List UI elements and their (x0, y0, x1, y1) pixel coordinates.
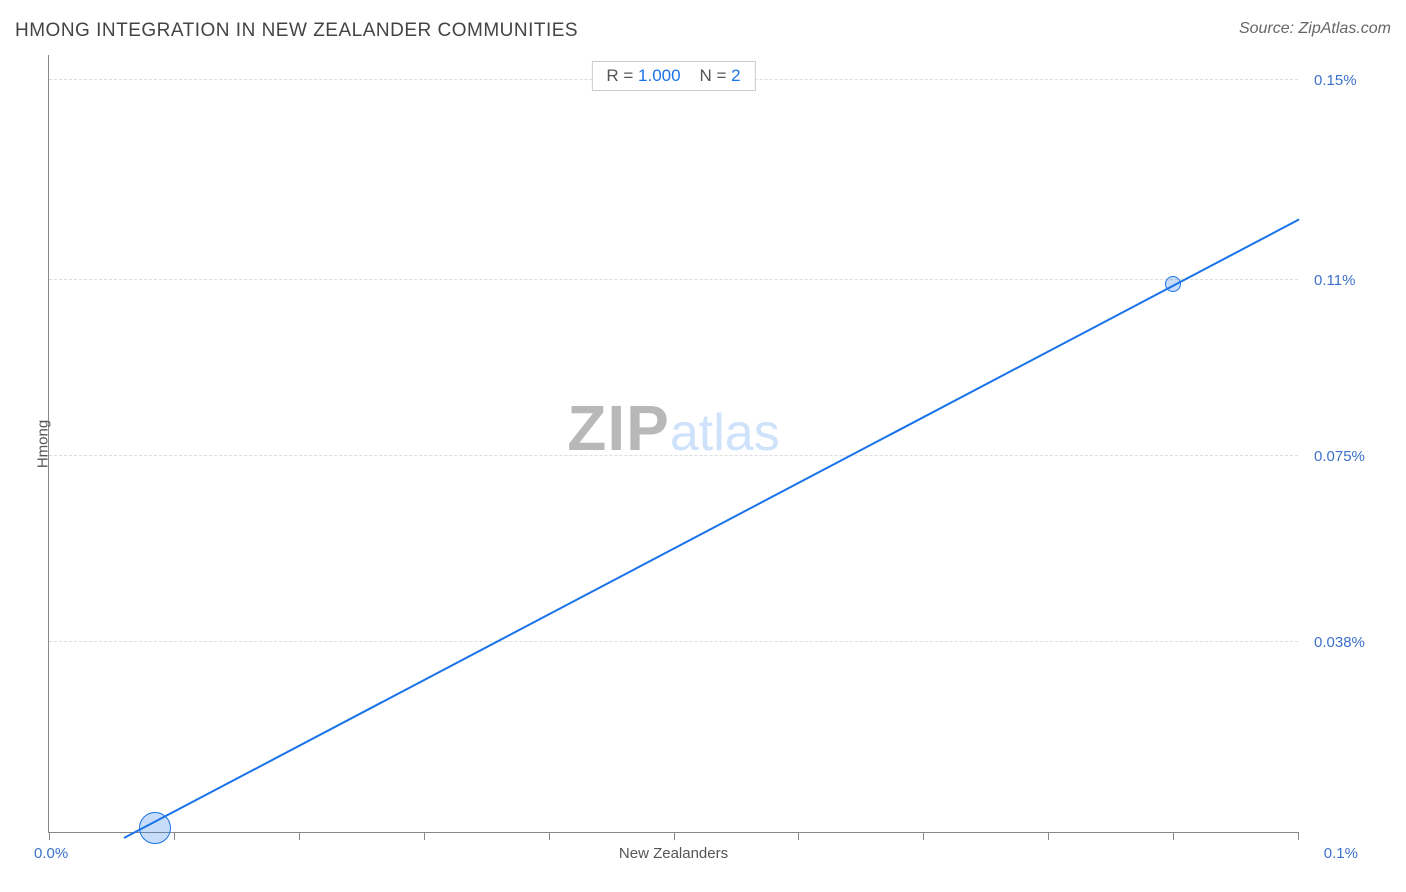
legend-n-value: 2 (731, 66, 740, 85)
watermark-atlas: atlas (670, 404, 780, 462)
data-point (1165, 276, 1181, 292)
chart-plot-area: ZIPatlas R = 1.000 N = 2 Hmong New Zeala… (48, 55, 1298, 833)
x-tick (798, 832, 799, 840)
y-tick-label: 0.038% (1314, 634, 1365, 651)
x-tick (923, 832, 924, 840)
header: HMONG INTEGRATION IN NEW ZEALANDER COMMU… (15, 20, 1391, 50)
x-tick (299, 832, 300, 840)
gridline (49, 641, 1298, 642)
watermark: ZIPatlas (567, 391, 779, 465)
legend-n-label: N = (699, 66, 731, 85)
watermark-zip: ZIP (567, 392, 670, 464)
x-ticks-container (49, 832, 1298, 840)
x-tick (674, 832, 675, 840)
x-tick (1173, 832, 1174, 840)
gridline (49, 455, 1298, 456)
x-axis-min-label: 0.0% (34, 845, 68, 862)
legend-box: R = 1.000 N = 2 (591, 61, 755, 91)
source-label: Source: ZipAtlas.com (1239, 20, 1391, 38)
y-axis-title: Hmong (35, 419, 52, 467)
legend-r-label: R = (606, 66, 638, 85)
x-tick (1048, 832, 1049, 840)
y-tick-label: 0.15% (1314, 72, 1357, 89)
x-tick (174, 832, 175, 840)
x-tick (549, 832, 550, 840)
x-tick (1298, 832, 1299, 840)
regression-line (124, 218, 1300, 838)
chart-title: HMONG INTEGRATION IN NEW ZEALANDER COMMU… (15, 20, 578, 42)
x-axis-title: New Zealanders (619, 845, 728, 862)
x-tick (49, 832, 50, 840)
x-tick (424, 832, 425, 840)
x-axis-max-label: 0.1% (1324, 845, 1358, 862)
y-tick-label: 0.11% (1314, 272, 1355, 289)
legend-r-value: 1.000 (638, 66, 681, 85)
y-tick-label: 0.075% (1314, 448, 1365, 465)
gridline (49, 279, 1298, 280)
